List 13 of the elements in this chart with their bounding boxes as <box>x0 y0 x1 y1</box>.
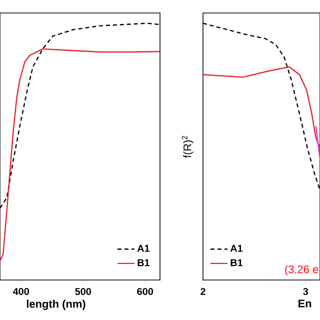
legend-label: A1 <box>230 244 243 252</box>
y-axis-title: f(R)$^{2}$ <box>182 136 194 158</box>
legend-label: B1 <box>230 259 243 266</box>
x-axis-title: length (nm) <box>26 300 86 310</box>
annotation: (3.26 e <box>285 265 318 276</box>
x-tick-label: 600 <box>137 288 154 296</box>
x-axis-title: En <box>298 300 312 308</box>
legend-label: B1 <box>138 259 150 266</box>
x-tick-label: 400 <box>12 288 29 296</box>
x-tick-label: 3 <box>303 288 308 296</box>
legend-label: A1 <box>137 244 150 252</box>
x-tick-label: 2 <box>200 288 206 295</box>
x-tick-label: 500 <box>75 288 92 296</box>
